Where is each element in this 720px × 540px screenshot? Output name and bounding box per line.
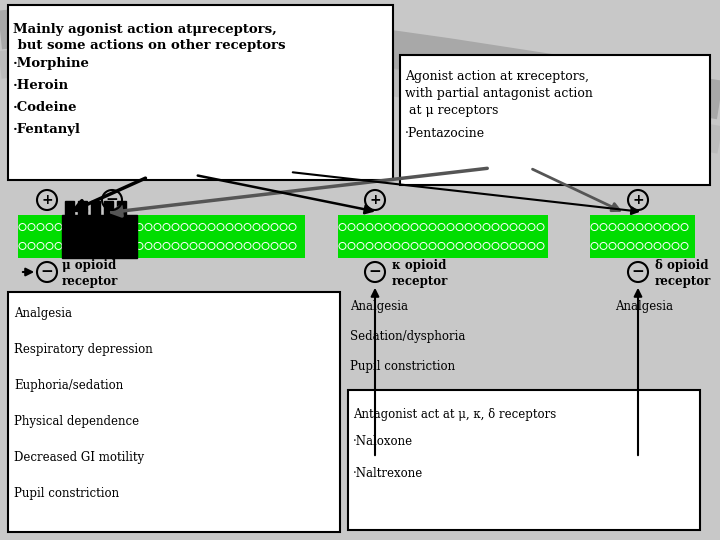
Bar bbox=[8, 5, 393, 180]
Text: κ opioid: κ opioid bbox=[392, 260, 446, 273]
Text: ·Pentazocine: ·Pentazocine bbox=[405, 127, 485, 140]
Text: Physical dependence: Physical dependence bbox=[14, 415, 139, 428]
Text: Pupil constriction: Pupil constriction bbox=[350, 360, 455, 373]
Text: with partial antagonist action: with partial antagonist action bbox=[405, 87, 593, 100]
Text: Mainly agonist action atμreceptors,: Mainly agonist action atμreceptors, bbox=[13, 23, 276, 36]
Bar bbox=[91, 201, 100, 215]
Bar bbox=[18, 215, 305, 258]
Text: ·Naltrexone: ·Naltrexone bbox=[353, 467, 423, 480]
Text: +: + bbox=[632, 193, 644, 207]
Text: −: − bbox=[369, 265, 382, 280]
Bar bbox=[104, 201, 113, 215]
Text: Decreased GI motility: Decreased GI motility bbox=[14, 451, 144, 464]
Text: +: + bbox=[41, 193, 53, 207]
Bar bbox=[348, 390, 700, 530]
Text: ·Fentanyl: ·Fentanyl bbox=[13, 123, 81, 136]
Bar bbox=[117, 201, 126, 215]
Text: μ opioid: μ opioid bbox=[62, 260, 116, 273]
Text: Pupil constriction: Pupil constriction bbox=[14, 487, 119, 500]
Text: receptor: receptor bbox=[62, 274, 118, 287]
Bar bbox=[62, 215, 137, 258]
Bar bbox=[8, 292, 340, 532]
Text: −: − bbox=[631, 265, 644, 280]
Bar bbox=[400, 55, 710, 185]
Text: −: − bbox=[40, 265, 53, 280]
Text: Respiratory depression: Respiratory depression bbox=[14, 343, 153, 356]
Text: ·Morphine: ·Morphine bbox=[13, 57, 90, 70]
Text: Sedation/dysphoria: Sedation/dysphoria bbox=[350, 330, 465, 343]
Text: Analgesia: Analgesia bbox=[615, 300, 673, 313]
Text: but some actions on other receptors: but some actions on other receptors bbox=[13, 39, 286, 52]
Text: receptor: receptor bbox=[392, 274, 449, 287]
Text: Antagonist act at μ, κ, δ receptors: Antagonist act at μ, κ, δ receptors bbox=[353, 408, 557, 421]
Text: ·Codeine: ·Codeine bbox=[13, 101, 78, 114]
Bar bbox=[78, 201, 87, 215]
Text: ·Heroin: ·Heroin bbox=[13, 79, 69, 92]
Text: δ opioid: δ opioid bbox=[655, 260, 708, 273]
Text: ·Naloxone: ·Naloxone bbox=[353, 435, 413, 448]
Text: Analgesia: Analgesia bbox=[14, 307, 72, 320]
Bar bbox=[65, 201, 74, 215]
Text: receptor: receptor bbox=[655, 274, 711, 287]
Text: Agonist action at κreceptors,: Agonist action at κreceptors, bbox=[405, 70, 589, 83]
Text: Euphoria/sedation: Euphoria/sedation bbox=[14, 379, 123, 392]
Bar bbox=[338, 215, 548, 258]
Text: −: − bbox=[106, 192, 118, 207]
Bar bbox=[590, 215, 695, 258]
Text: +: + bbox=[369, 193, 381, 207]
Text: at μ receptors: at μ receptors bbox=[405, 104, 498, 117]
Text: Analgesia: Analgesia bbox=[350, 300, 408, 313]
